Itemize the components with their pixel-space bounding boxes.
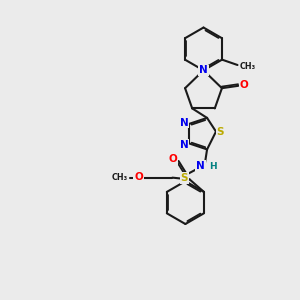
Text: CH₃: CH₃	[112, 172, 128, 182]
Text: N: N	[199, 65, 208, 75]
Text: S: S	[216, 127, 224, 136]
Text: CH₃: CH₃	[240, 62, 256, 71]
Text: O: O	[134, 172, 143, 182]
Text: N: N	[179, 140, 188, 150]
Text: H: H	[209, 162, 217, 171]
Text: N: N	[179, 118, 188, 128]
Text: S: S	[181, 173, 188, 183]
Text: O: O	[240, 80, 249, 90]
Text: N: N	[196, 161, 205, 171]
Text: O: O	[169, 154, 178, 164]
